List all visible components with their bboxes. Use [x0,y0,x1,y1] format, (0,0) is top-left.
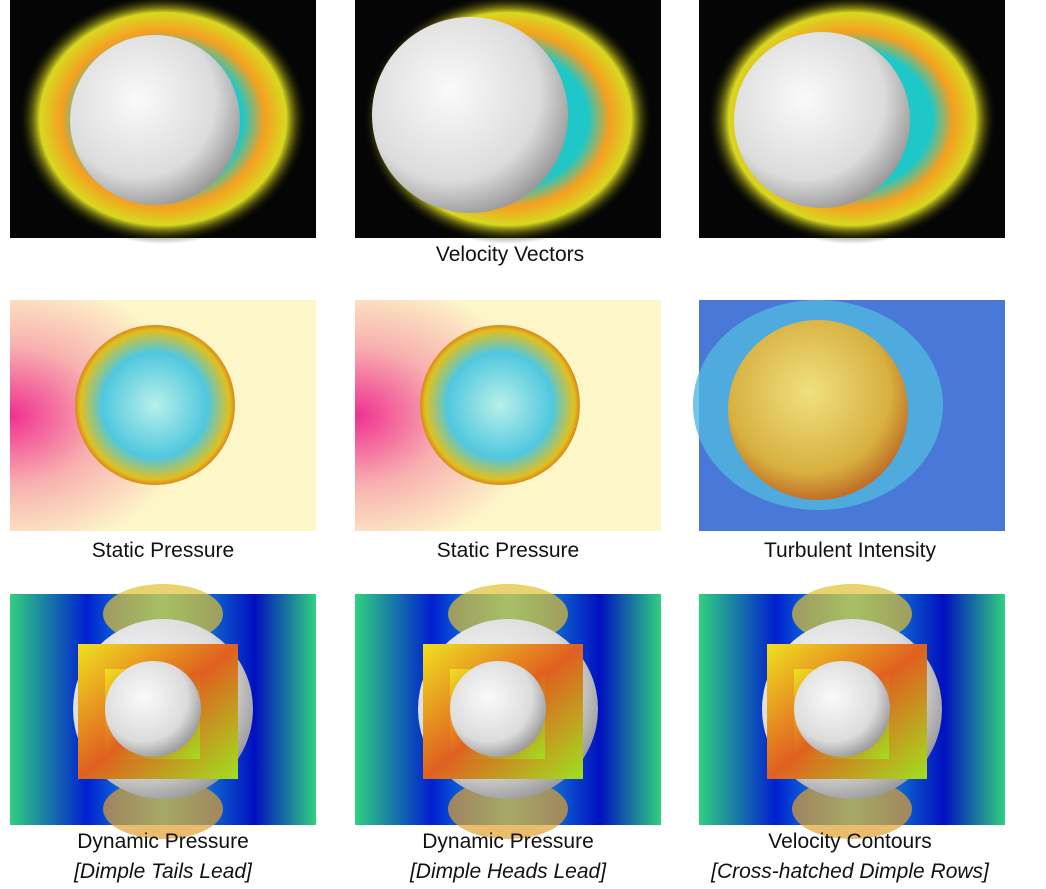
caption-note: [Dimple Heads Lead] [328,860,688,884]
caption: Turbulent Intensity [670,539,1030,563]
figure-images [0,0,1046,889]
caption: Velocity Vectors [330,243,690,267]
figure: Velocity Vectors Static Pressure Static … [0,0,1046,889]
caption: Dynamic Pressure [0,830,343,854]
caption: Static Pressure [0,539,343,563]
caption: Dynamic Pressure [328,830,688,854]
caption-note: [Cross-hatched Dimple Rows] [670,860,1030,884]
caption: Velocity Contours [670,830,1030,854]
caption: Static Pressure [328,539,688,563]
caption-note: [Dimple Tails Lead] [0,860,343,884]
